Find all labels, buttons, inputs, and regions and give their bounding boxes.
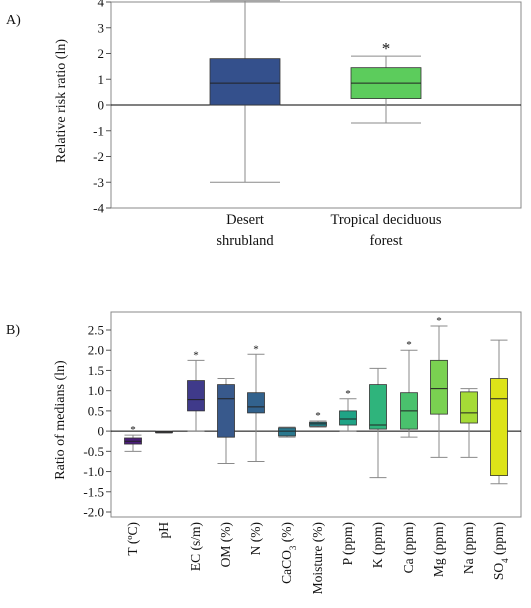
- box-10: *: [430, 315, 448, 458]
- box-iqr: [490, 378, 508, 476]
- box-5: [278, 426, 296, 438]
- x-category-label: SO4 (ppm): [491, 522, 510, 580]
- y-tick-label: 1.5: [88, 363, 104, 378]
- box-iqr: [209, 58, 281, 106]
- significance-star: *: [193, 349, 199, 361]
- panel-a-x-labels: Desert shrubland Tropical deciduous forest: [216, 212, 441, 249]
- x-category-label: K (ppm): [370, 522, 385, 568]
- box-4: *: [247, 343, 265, 462]
- panel-b-boxes: * * * * * * *: [124, 315, 508, 485]
- box-12: [490, 339, 508, 485]
- box-0: *: [124, 424, 142, 452]
- y-tick-label: -3: [93, 175, 104, 190]
- x-category-label: pH: [156, 522, 171, 539]
- box-1: *: [350, 39, 422, 124]
- box-iqr: [430, 359, 448, 415]
- y-tick-label: 4: [98, 0, 105, 10]
- y-tick-label: 0: [98, 98, 105, 113]
- y-tick-label: 2.0: [88, 343, 104, 358]
- x-category-label: Na (ppm): [461, 522, 476, 574]
- y-tick-label: -2.0: [83, 505, 104, 520]
- y-tick-label: 0: [98, 424, 105, 439]
- x-category-label: Desert: [226, 212, 264, 228]
- significance-star: *: [241, 0, 250, 3]
- x-category-label: P (ppm): [340, 522, 355, 565]
- x-category-label: Tropical deciduous: [330, 212, 441, 228]
- panel-a-label: A): [6, 13, 21, 28]
- y-tick-label: -1.5: [83, 484, 104, 499]
- box-iqr: [278, 427, 296, 437]
- panel-b-y-ticks: -2.0 -1.5 -1.0 -0.5 0 0.5 1.0 1.5 2.0 2.5: [83, 323, 111, 520]
- y-tick-label: -2: [93, 149, 104, 164]
- box-2: *: [187, 349, 205, 432]
- significance-star: *: [382, 39, 391, 58]
- significance-star: *: [130, 424, 136, 436]
- x-category-label: Mg (ppm): [431, 522, 446, 577]
- significance-star: *: [253, 343, 259, 355]
- y-tick-label: 3: [98, 20, 105, 35]
- x-category-label: EC (s/m): [188, 522, 203, 571]
- panel-b-label: B): [6, 323, 20, 338]
- y-tick-label: -1.0: [83, 464, 104, 479]
- panel-a-boxes: **: [209, 0, 422, 183]
- box-6: *: [309, 410, 327, 428]
- panel-b-x-labels: T (ºC) pH EC (s/m) OM (%) N (%) CaCO3 (%) Mois…: [125, 522, 510, 595]
- box-iqr: [460, 391, 478, 424]
- box-1: [155, 430, 173, 434]
- x-category-label: shrubland: [216, 233, 274, 249]
- box-iqr: [369, 384, 387, 430]
- y-tick-label: -4: [93, 201, 104, 216]
- box-11: [460, 388, 478, 458]
- box-iqr: [339, 410, 357, 426]
- box-iqr: [247, 392, 265, 414]
- y-tick-label: 2: [98, 46, 105, 61]
- x-category-label: CaCO3 (%): [279, 522, 298, 584]
- panel-b-plot-frame: [110, 311, 522, 518]
- significance-star: *: [406, 339, 412, 351]
- panel-a-y-axis-label: Relative risk ratio (ln): [54, 39, 69, 163]
- significance-star: *: [345, 388, 351, 400]
- box-7: *: [339, 388, 357, 432]
- y-tick-label: 1.0: [88, 383, 104, 398]
- panel-a-y-ticks: -4 -3 -2 -1 0 1 2 3 4: [93, 0, 111, 216]
- box-3: [217, 378, 235, 464]
- y-tick-label: -1: [93, 123, 104, 138]
- box-8: [369, 367, 387, 479]
- y-tick-label: 0.5: [88, 403, 104, 418]
- x-category-label: OM (%): [218, 522, 233, 567]
- y-tick-label: 1: [98, 72, 105, 87]
- box-iqr: [217, 384, 235, 438]
- box-0: *: [209, 0, 281, 183]
- panel-b: B) Ratio of medians (ln) -2.0 -1.5 -1.0 -0.…: [6, 311, 522, 595]
- x-category-label: N (%): [248, 522, 263, 555]
- significance-star: *: [436, 315, 442, 327]
- panel-a: A) Relative risk ratio (ln) -4 -3 -2 -1 0 1 2 3…: [6, 0, 522, 249]
- x-category-label: Ca (ppm): [401, 522, 416, 573]
- x-category-label: forest: [369, 233, 402, 249]
- y-tick-label: 2.5: [88, 323, 104, 338]
- y-tick-label: -0.5: [83, 444, 104, 459]
- panel-b-y-axis-label: Ratio of medians (ln): [53, 360, 68, 480]
- x-category-label: T (ºC): [125, 522, 140, 556]
- significance-star: *: [315, 410, 321, 422]
- box-9: *: [400, 339, 418, 438]
- x-category-label: Moisture (%): [310, 522, 325, 594]
- box-iqr: [187, 380, 205, 412]
